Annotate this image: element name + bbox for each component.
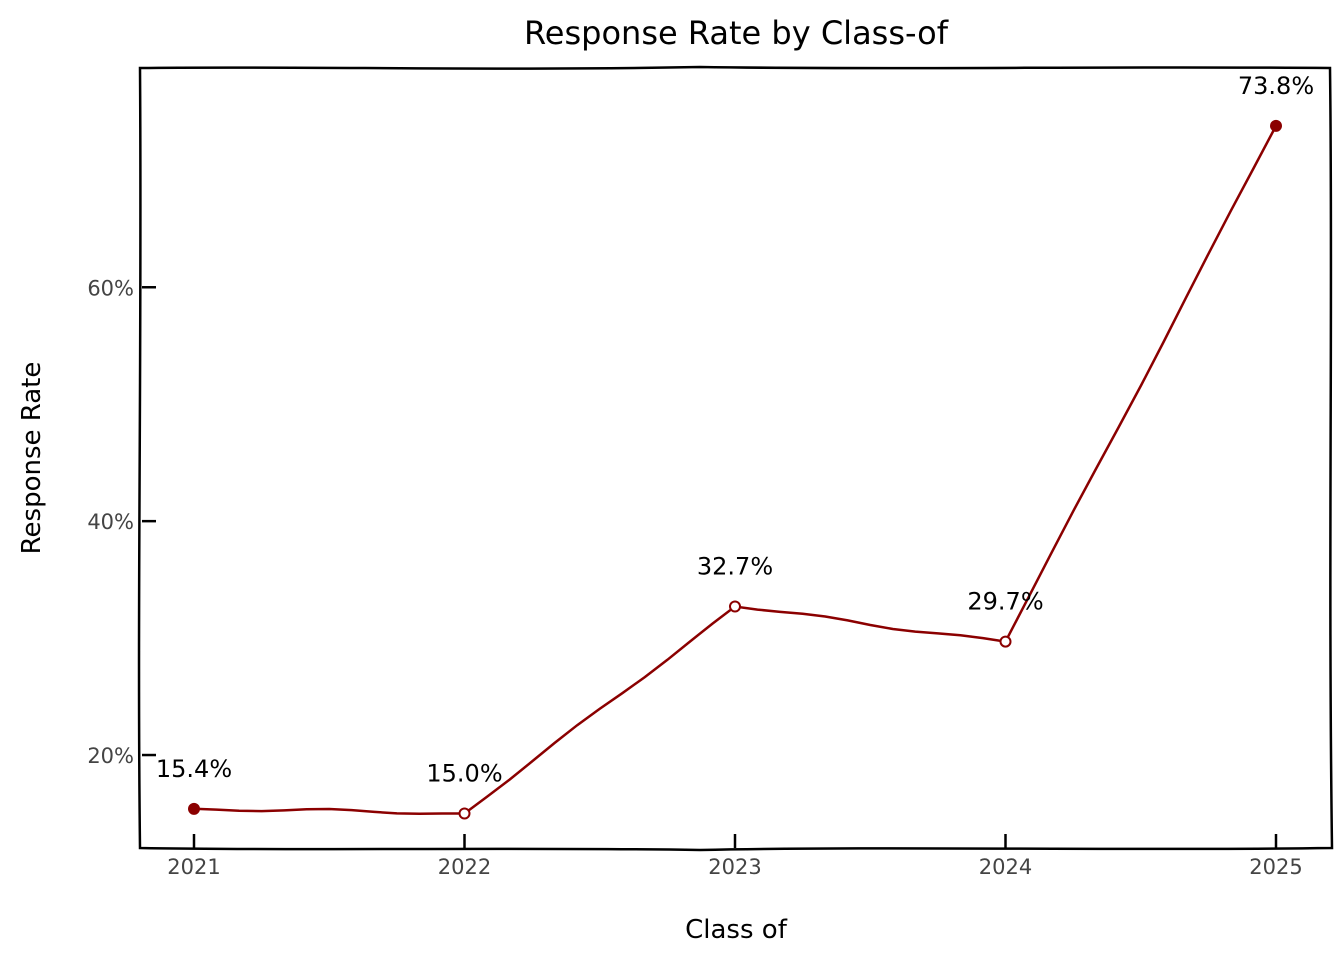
data-point (1270, 119, 1282, 132)
x-tick-label: 2022 (438, 855, 491, 879)
data-label: 15.4% (156, 755, 232, 783)
series-line (193, 125, 1278, 816)
data-point (458, 807, 471, 820)
y-axis-label: Response Rate (17, 362, 47, 555)
x-tick-label: 2025 (1249, 855, 1302, 879)
x-axis-label: Class of (685, 915, 788, 945)
plot-frame (137, 65, 1334, 852)
data-point (188, 802, 200, 815)
x-tick-label: 2023 (708, 855, 761, 879)
data-label: 73.8% (1238, 72, 1314, 100)
data-label: 29.7% (967, 588, 1043, 616)
y-axis-ticks: 20% 40% 60% (87, 276, 156, 768)
y-tick-label: 20% (87, 744, 134, 768)
data-label: 15.0% (426, 760, 502, 788)
data-point (729, 600, 741, 613)
series-group: 15.4% 15.0% 32.7% 29.7% 73.8% (156, 72, 1314, 820)
y-tick-label: 60% (87, 276, 134, 300)
x-tick-label: 2021 (167, 855, 220, 879)
y-tick-label: 40% (87, 510, 134, 534)
data-label: 32.7% (697, 553, 773, 581)
x-axis-ticks: 2021 2022 2023 2024 2025 (167, 834, 1303, 879)
x-tick-label: 2024 (979, 855, 1032, 879)
data-point (999, 635, 1012, 648)
chart-title: Response Rate by Class-of (524, 14, 949, 52)
